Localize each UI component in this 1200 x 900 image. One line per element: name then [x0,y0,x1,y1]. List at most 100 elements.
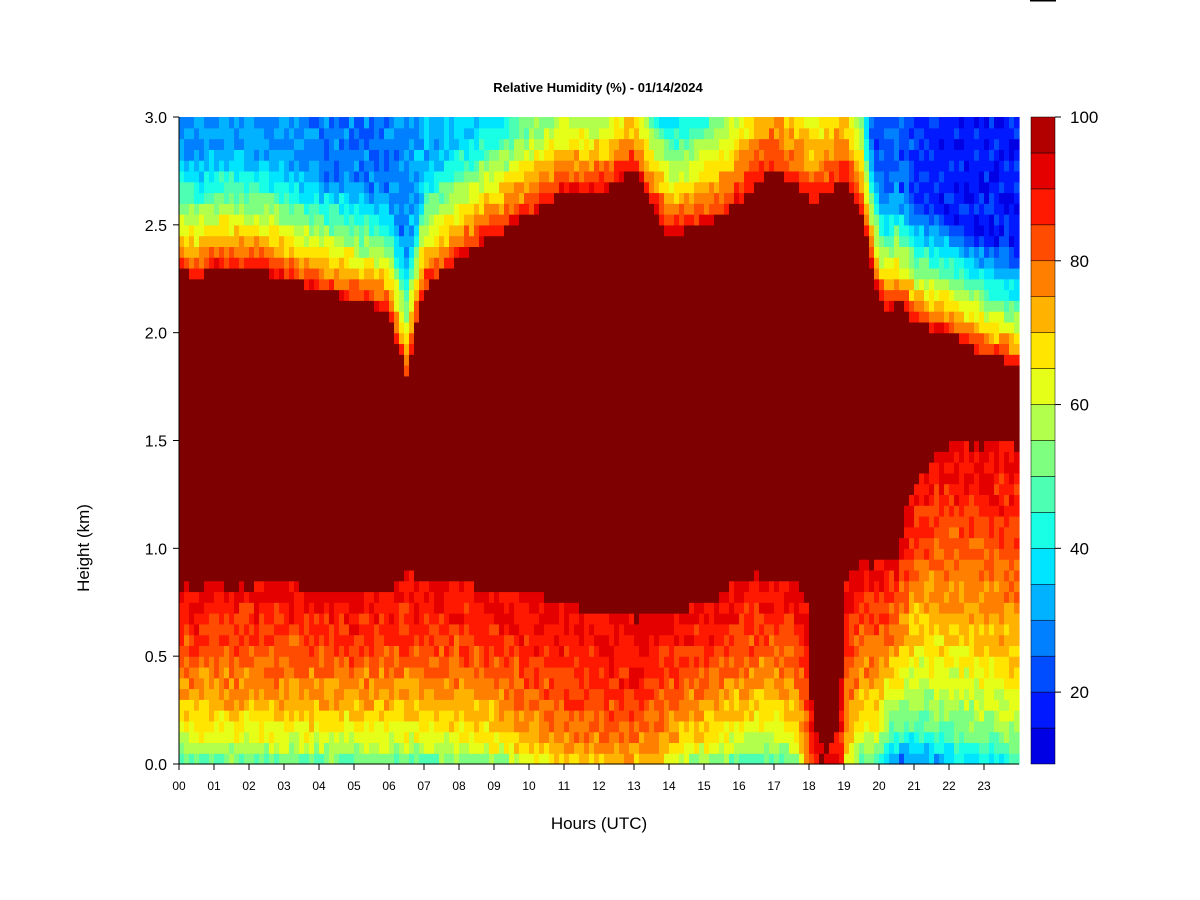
heatmap-cell [509,375,515,388]
heatmap-cell [249,408,255,420]
heatmap-cell [394,321,400,334]
heatmap-cell [484,170,490,183]
heatmap-cell [504,375,510,388]
heatmap-cell [229,138,235,150]
heatmap-cell [309,235,315,247]
heatmap-cell [489,677,495,690]
heatmap-cell [224,192,230,204]
heatmap-cell [324,494,330,506]
heatmap-cell [569,677,575,690]
heatmap-cell [284,397,290,409]
heatmap-cell [584,731,590,744]
heatmap-cell [464,526,470,539]
heatmap-cell [554,192,560,204]
heatmap-cell [324,127,330,140]
heatmap-cell [224,246,230,258]
heatmap-cell [589,386,595,398]
heatmap-cell [319,526,325,539]
heatmap-cell [194,569,200,582]
heatmap-cell [269,235,275,247]
heatmap-cell [259,505,265,517]
heatmap-cell [479,224,485,237]
heatmap-cell [579,731,585,744]
heatmap-cell [339,526,345,539]
heatmap-cell [349,483,355,496]
heatmap-cell [324,203,330,215]
heatmap-cell [434,257,440,269]
heatmap-cell [349,224,355,237]
heatmap-cell [469,214,475,226]
heatmap-cell [179,332,185,345]
heatmap-cell [439,515,445,528]
heatmap-cell [409,688,415,700]
heatmap-cell [529,515,535,528]
heatmap-cell [279,742,285,754]
heatmap-cell [404,753,410,765]
heatmap-cell [264,127,270,140]
heatmap-cell [239,472,245,485]
heatmap-cell [519,699,525,711]
heatmap-cell [404,170,410,183]
heatmap-cell [584,688,590,700]
heatmap-cell [569,235,575,247]
heatmap-cell [569,170,575,183]
heatmap-cell [309,138,315,150]
heatmap-cell [584,494,590,506]
heatmap-cell [239,235,245,247]
heatmap-cell [579,214,585,226]
heatmap-cell [374,623,380,636]
heatmap-cell [519,440,525,452]
heatmap-cell [264,677,270,690]
heatmap-cell [424,192,430,204]
heatmap-cell [299,192,305,204]
heatmap-cell [309,354,315,366]
heatmap-cell [564,170,570,183]
heatmap-cell [439,494,445,506]
heatmap-cell [184,623,190,636]
heatmap-cell [309,569,315,582]
heatmap-cell [344,246,350,258]
heatmap-cell [479,332,485,345]
heatmap-cell [394,720,400,733]
heatmap-cell [304,332,310,345]
heatmap-cell [354,170,360,183]
heatmap-cell [334,365,340,377]
heatmap-cell [519,160,525,172]
heatmap-cell [269,645,275,657]
heatmap-cell [509,505,515,517]
heatmap-cell [554,742,560,754]
heatmap-cell [274,591,280,603]
heatmap-cell [349,235,355,247]
heatmap-cell [574,332,580,345]
heatmap-cell [574,720,580,733]
heatmap-cell [389,192,395,204]
heatmap-cell [299,160,305,172]
heatmap-cell [299,127,305,140]
heatmap-cell [449,397,455,409]
heatmap-cell [274,365,280,377]
heatmap-cell [284,494,290,506]
heatmap-cell [534,494,540,506]
heatmap-cell [479,343,485,355]
heatmap-cell [489,181,495,194]
heatmap-cell [489,515,495,528]
heatmap-cell [429,235,435,247]
heatmap-cell [239,127,245,140]
heatmap-cell [484,451,490,463]
heatmap-cell [524,472,530,485]
heatmap-cell [319,408,325,420]
heatmap-cell [569,343,575,355]
heatmap-cell [484,494,490,506]
heatmap-cell [309,214,315,226]
heatmap-cell [409,300,415,312]
heatmap-cell [259,462,265,474]
heatmap-cell [239,354,245,366]
heatmap-cell [459,181,465,194]
heatmap-cell [264,408,270,420]
heatmap-cell [189,742,195,754]
heatmap-cell [204,462,210,474]
heatmap-cell [404,235,410,247]
heatmap-cell [284,257,290,269]
heatmap-cell [459,332,465,345]
